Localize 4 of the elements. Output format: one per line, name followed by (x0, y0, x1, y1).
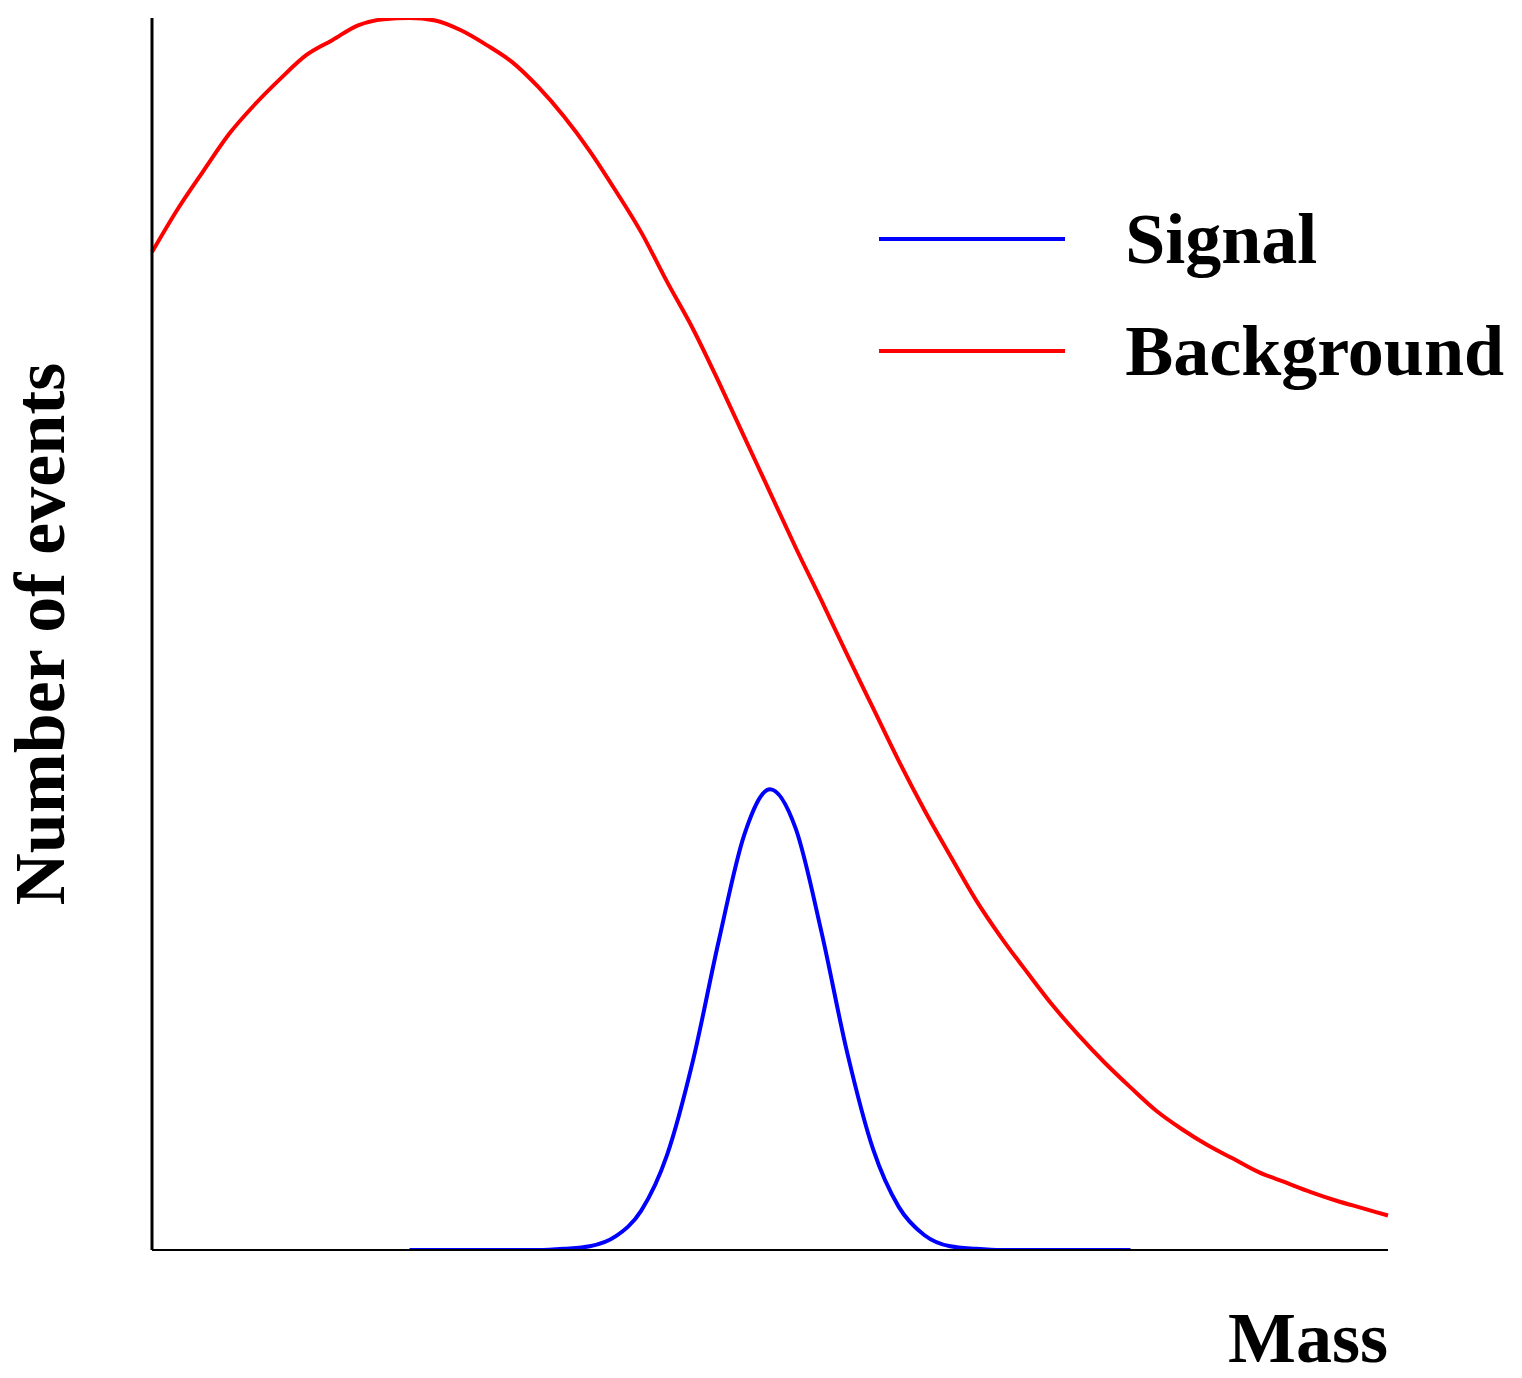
legend-label: Background (1125, 311, 1504, 391)
legend-label: Signal (1125, 199, 1318, 279)
x-axis-title: Mass (1228, 1298, 1388, 1378)
y-axis-title: Number of events (0, 362, 80, 906)
